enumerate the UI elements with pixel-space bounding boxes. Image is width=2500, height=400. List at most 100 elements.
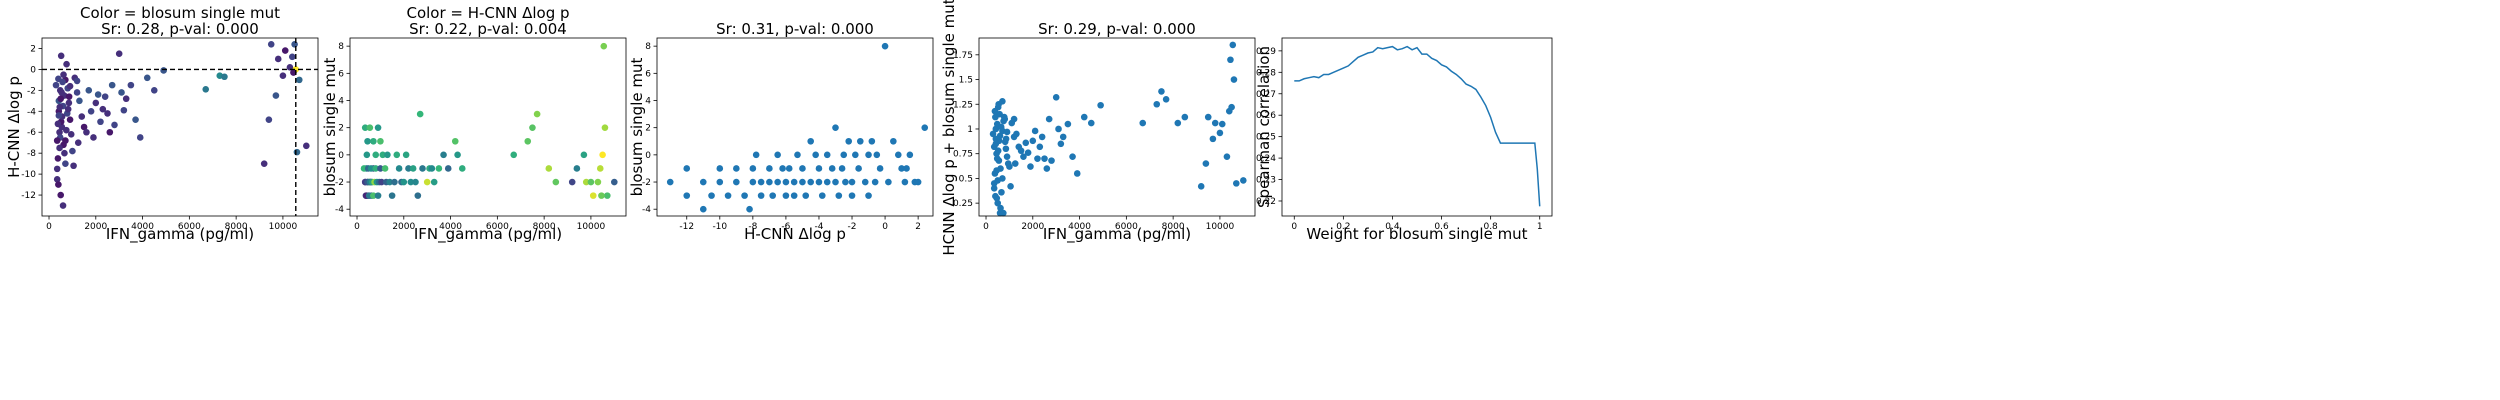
panel-3-x-tick-label-5: -2 <box>848 222 857 232</box>
panel-1-x-tick-label-4: 8000 <box>225 222 248 232</box>
panel-4-point-56 <box>1029 137 1037 145</box>
panel-3-point-65 <box>898 165 905 172</box>
panel-1-point-73 <box>150 87 158 94</box>
panel-3-point-64 <box>894 151 902 159</box>
panel-3-point-14 <box>749 165 757 172</box>
panel-4-point-53 <box>1022 139 1030 147</box>
panel-4-point-28 <box>1006 163 1013 170</box>
panel-1-point-56 <box>92 99 100 107</box>
panel-1-point-44 <box>66 82 74 90</box>
panel-2-point-66 <box>510 151 518 159</box>
panel-1-point-26 <box>66 116 74 123</box>
panel-1-point-65 <box>115 50 123 58</box>
panel-1-point-89 <box>293 148 301 156</box>
panel-2-y-tick-label-3: 2 <box>338 124 344 134</box>
panel-1-point-51 <box>73 77 81 85</box>
panel-2-point-83 <box>603 192 611 199</box>
panel-1-point-42 <box>64 105 72 113</box>
panel-1-point-91 <box>303 142 310 150</box>
panel-1-point-36 <box>59 78 66 86</box>
panel-4-y-tick-label-1: 0.5 <box>959 174 973 184</box>
panel-2-point-41 <box>386 178 394 186</box>
panel-4-point-76 <box>1153 100 1161 108</box>
panel-3-point-27 <box>790 178 798 186</box>
panel-4-x-tick-label-4: 8000 <box>1162 222 1185 232</box>
panel-2-point-45 <box>395 165 403 172</box>
panel-2-point-42 <box>388 192 396 199</box>
panel-3-point-11 <box>741 192 748 199</box>
panel-2: Color = H-CNN Δlog p Sr: 0.22, p-val: 0.… <box>321 4 627 244</box>
panel-2-y-tick-label-6: 8 <box>338 42 344 52</box>
panel-1-point-40 <box>63 126 70 134</box>
panel-1: Color = blosum single mut Sr: 0.28, p-va… <box>5 4 319 244</box>
panel-5-y-tick-label-7: 0.29 <box>1256 47 1276 57</box>
panel-4-point-50 <box>1020 153 1027 160</box>
panel-4-point-16 <box>993 167 1000 174</box>
panel-1-title-line-2: Sr: 0.28, p-val: 0.000 <box>101 20 259 38</box>
panel-2-point-34 <box>372 151 380 159</box>
panel-2-point-70 <box>545 165 553 172</box>
panel-2-y-tick-label-4: 4 <box>338 97 344 107</box>
panel-1-point-78 <box>260 160 268 167</box>
panel-4-y-axis-label: HCNN Δlog p + blosum single mut <box>940 0 958 256</box>
panel-1-point-34 <box>57 95 65 103</box>
panel-2-point-22 <box>370 192 377 199</box>
panel-4-x-tick-label-5: 10000 <box>1206 222 1235 232</box>
panel-3-point-17 <box>757 192 765 199</box>
panel-4-point-93 <box>1232 180 1240 187</box>
panel-1-point-82 <box>274 55 282 63</box>
panel-4-point-91 <box>1229 41 1237 49</box>
panel-4-x-tick-label-2: 4000 <box>1068 222 1091 232</box>
panel-2-point-38 <box>381 165 389 172</box>
panel-2-x-tick-label-5: 10000 <box>577 222 606 232</box>
panel-4-y-tick-label-4: 1.25 <box>953 100 973 110</box>
panel-4-plot-area <box>989 41 1247 217</box>
panel-1-point-4 <box>57 191 65 199</box>
panel-2-x-axis-label: IFN_gamma (pg/ml) <box>414 225 562 244</box>
panel-3-x-tick-label-0: -12 <box>679 222 694 232</box>
panel-3-point-41 <box>828 165 836 172</box>
panel-4-point-84 <box>1204 113 1212 121</box>
panel-5-y-tick-label-4: 0.26 <box>1256 111 1276 121</box>
panel-4-point-69 <box>1064 120 1072 128</box>
panel-4-point-95 <box>1227 56 1234 64</box>
panel-1-point-13 <box>62 160 69 167</box>
panel-4-point-74 <box>1097 101 1104 109</box>
panel-2-point-65 <box>458 165 466 172</box>
panel-4-point-63 <box>1045 115 1053 123</box>
panel-4-point-78 <box>1162 96 1170 103</box>
panel-1-point-80 <box>272 92 280 99</box>
panel-3-point-36 <box>815 178 823 186</box>
panel-3-point-24 <box>782 192 790 199</box>
panel-2-y-tick-label-1: -2 <box>335 178 344 188</box>
panel-4-point-54 <box>1024 149 1032 157</box>
panel-3-point-31 <box>799 165 806 172</box>
panel-4-point-39 <box>999 97 1006 105</box>
panel-2-point-82 <box>601 124 609 131</box>
panel-1-point-52 <box>74 139 82 147</box>
panel-5-axes-frame <box>1281 37 1553 217</box>
panel-1-x-tick-label-5: 10000 <box>269 222 298 232</box>
panel-4-point-61 <box>1041 155 1048 162</box>
panel-3-point-34 <box>807 137 814 145</box>
panel-3-point-47 <box>842 178 849 186</box>
panel-4-point-71 <box>1073 170 1081 177</box>
panel-5-x-tick-label-5: 1 <box>1537 222 1543 232</box>
panel-4-point-43 <box>1002 135 1010 143</box>
panel-3-point-45 <box>838 165 846 172</box>
panel-2-point-50 <box>407 178 415 186</box>
panel-2-point-40 <box>384 151 391 159</box>
panel-4-point-49 <box>1017 147 1025 155</box>
panel-2-point-75 <box>582 178 590 186</box>
panel-3-point-59 <box>873 151 881 159</box>
panel-1-point-33 <box>56 103 64 111</box>
panel-2-point-24 <box>372 165 380 172</box>
panel-2-point-73 <box>573 165 581 172</box>
panel-3-point-54 <box>861 178 869 186</box>
panel-2-point-61 <box>440 151 447 159</box>
panel-1-point-50 <box>83 128 90 136</box>
panel-1-point-43 <box>65 93 73 100</box>
panel-1-point-27 <box>67 131 75 138</box>
panel-1-point-15 <box>53 165 61 173</box>
panel-2-point-81 <box>600 42 608 50</box>
